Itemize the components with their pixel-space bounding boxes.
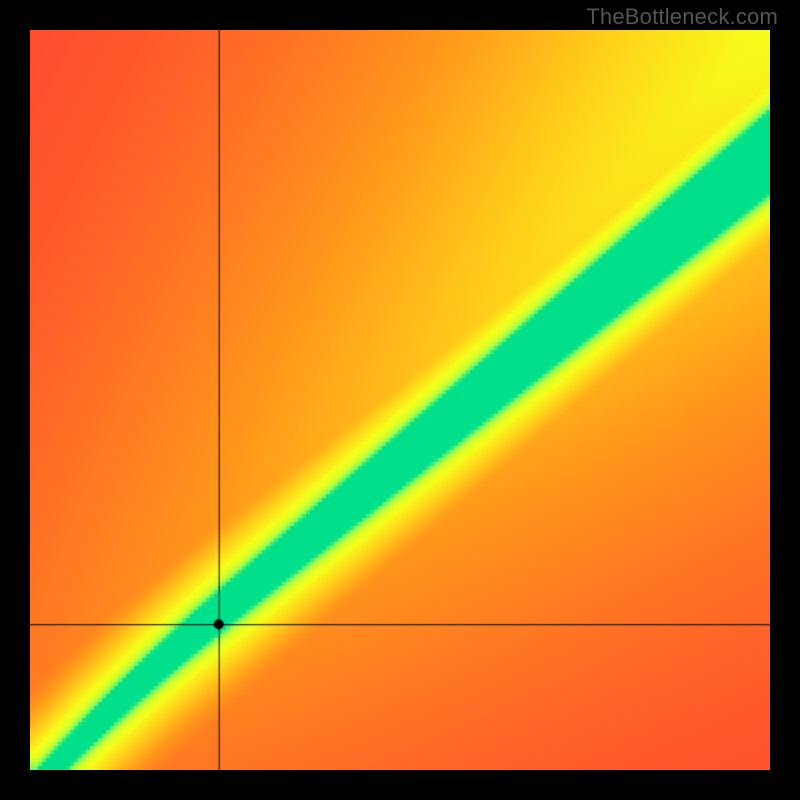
plot-area [30,30,770,770]
watermark-text: TheBottleneck.com [586,4,778,30]
chart-container: TheBottleneck.com [0,0,800,800]
heatmap-canvas [30,30,770,770]
